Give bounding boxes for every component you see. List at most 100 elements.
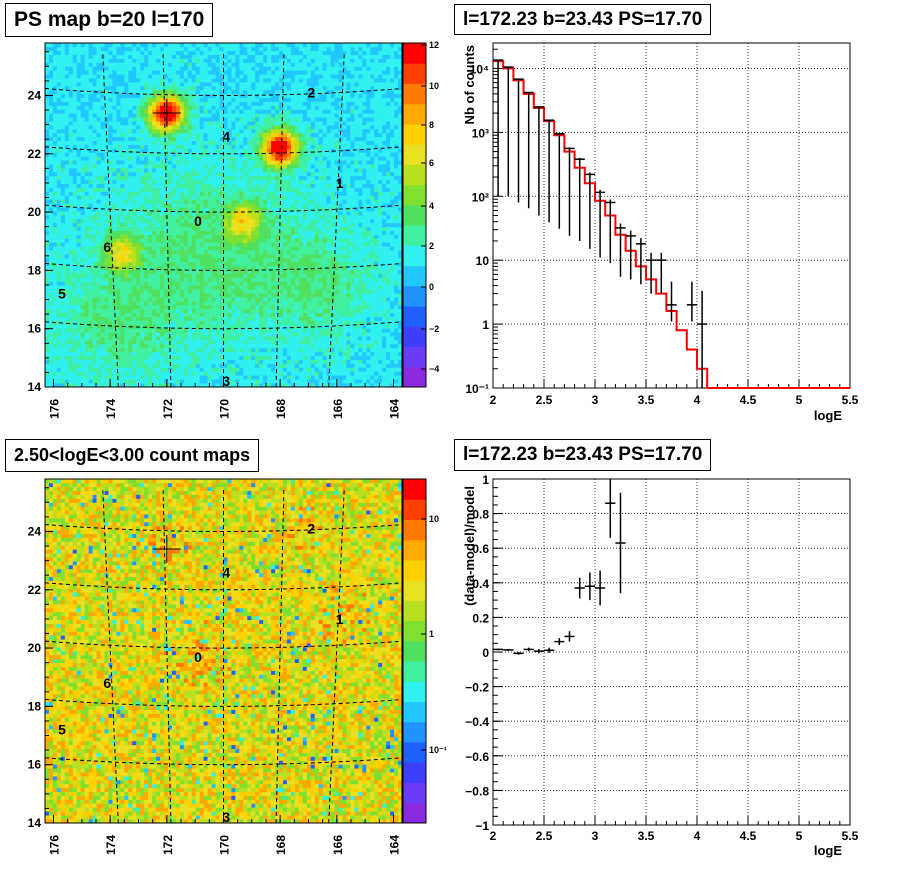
spectrum-x-tick: 2 — [490, 393, 497, 407]
count_map-pixels — [45, 479, 403, 824]
residual-title: l=172.23 b=23.43 PS=17.70 — [454, 439, 712, 471]
count_map-frame — [44, 478, 403, 824]
ps_map-y-tick: 24 — [28, 88, 42, 102]
ps_map-source-label: 0 — [194, 213, 202, 229]
spectrum-y-tick: 10⁴ — [470, 62, 489, 76]
spectrum-data-point — [584, 172, 595, 249]
count_map-source-label: 1 — [336, 611, 344, 627]
spectrum-title: l=172.23 b=23.43 PS=17.70 — [454, 4, 712, 35]
count_map-source-label: 5 — [58, 722, 66, 738]
ps_map-source-label: 6 — [103, 239, 111, 255]
ps_map-x-tick: 174 — [104, 399, 118, 419]
residual-y-tick: 0.8 — [472, 508, 489, 522]
residual-y-tick: −0.6 — [465, 750, 489, 764]
spectrum-data-point — [686, 281, 697, 322]
residual-x-tick: 5.5 — [842, 829, 859, 843]
ps-map-palette-tick: 4 — [429, 201, 434, 211]
count_map-y-tick: 14 — [28, 816, 42, 830]
residual-data-point — [564, 631, 575, 642]
residual-data-point — [503, 648, 514, 651]
spectrum-x-tick: 4.5 — [740, 393, 757, 407]
ps_map-y-tick: 14 — [28, 380, 42, 394]
spectrum-frame — [492, 42, 851, 389]
residual-x-tick: 5 — [796, 829, 803, 843]
ps_map-source-label: 1 — [336, 175, 344, 191]
ps_map-coord-grid — [44, 51, 400, 388]
ps-map-palette-tick: 2 — [429, 241, 434, 251]
spectrum-y-tick: 10⁻¹ — [465, 382, 489, 396]
residual-y-tick: 0.4 — [472, 577, 489, 591]
count_map-source-label: 4 — [222, 564, 230, 580]
spectrum-data-point — [513, 78, 524, 203]
ps_map-y-tick: 18 — [28, 263, 42, 277]
residual-y-tick: −1 — [475, 819, 489, 833]
spectrum-y-tick: 1 — [482, 318, 489, 332]
ps-map-palette-tick: −2 — [429, 324, 439, 334]
residual-data-point — [554, 638, 565, 646]
ps_map-source-label: 3 — [222, 373, 230, 389]
spectrum-y-tick: 10 — [476, 254, 490, 268]
ps_map-x-tick: 176 — [48, 399, 62, 419]
spectrum-data-point — [564, 147, 575, 236]
residual-y-tick: 0 — [482, 646, 489, 660]
residual-x-label: logE — [814, 843, 842, 858]
spectrum-data-point — [523, 91, 534, 209]
residual-data-point — [584, 572, 595, 601]
spectrum-data-point — [595, 189, 606, 258]
ps_map-x-tick: 172 — [161, 399, 175, 419]
ps_map-x-tick: 166 — [331, 399, 345, 419]
residual-x-tick: 2.5 — [536, 829, 553, 843]
count-map-palette-frame — [402, 478, 427, 824]
count-map-palette-tick: 10 — [429, 514, 439, 524]
residual-x-tick: 3.5 — [638, 829, 655, 843]
ps-map-palette-tick: 0 — [429, 282, 434, 292]
residual-data-point — [513, 652, 524, 655]
residual-y-tick: 0.2 — [472, 611, 489, 625]
spectrum-plot: 2 2.5 3 3.5 4 4.5 5 5.5 10⁻¹ 1 10 10² 10³ 10⁴ logE Nb o… — [462, 42, 859, 423]
count_map-source-label: 2 — [307, 521, 315, 537]
ps_map-y-tick: 22 — [28, 147, 42, 161]
spectrum-x-tick: 3 — [592, 393, 599, 407]
residual-grid — [493, 479, 850, 825]
ps-map-palette-tick: 10 — [429, 81, 439, 91]
spectrum-data-point — [635, 238, 646, 285]
spectrum-data-point — [646, 252, 657, 294]
count_map-x-tick: 172 — [161, 835, 175, 855]
residual-plot: 2 2.5 3 3.5 4 4.5 5 5.5 1 0.8 0.6 0.4 0.2 0 −0.2 −0.4 −0… — [462, 473, 859, 858]
count_map-y-tick: 20 — [28, 641, 42, 655]
residual-frame — [492, 478, 851, 826]
ps-map-palette-tick: 6 — [429, 158, 434, 168]
residual-data-point — [493, 648, 504, 651]
spectrum-data-point — [554, 132, 565, 229]
spectrum-model-line — [492, 60, 850, 389]
count-map-palette-tick: 10⁻¹ — [429, 745, 447, 755]
count_map-x-tick: 170 — [218, 835, 232, 855]
ps_map-source-label: 2 — [307, 85, 315, 101]
residual-x-tick: 2 — [490, 829, 497, 843]
residual-y-tick: 0.6 — [472, 542, 489, 556]
spectrum-data-point — [544, 119, 555, 223]
ps-map-heatmap: 176 174 172 170 168 166 1642422201816140123456… — [28, 40, 440, 419]
spectrum-data-point — [493, 59, 504, 197]
count_map-x-tick: 164 — [388, 835, 402, 855]
residual-data-point — [523, 647, 534, 652]
count_map-x-tick: 168 — [274, 835, 288, 855]
residual-data-point — [533, 649, 544, 654]
ps_map-x-tick: 170 — [218, 399, 232, 419]
count_map-y-tick: 22 — [28, 583, 42, 597]
count_map-y-tick: 16 — [28, 758, 42, 772]
count-map-panel: 2.50<logE<3.00 count maps 176 174 172 170 16… — [0, 436, 449, 871]
residual-x-tick: 4.5 — [740, 829, 757, 843]
residual-y-tick: −0.4 — [465, 715, 489, 729]
count_map-x-tick: 176 — [48, 835, 62, 855]
ps-map-palette-tick: 8 — [429, 120, 434, 130]
spectrum-x-tick: 5 — [796, 393, 803, 407]
ps-map-title: PS map b=20 l=170 — [5, 3, 214, 37]
spectrum-y-tick: 10² — [472, 190, 489, 204]
spectrum-x-tick: 5.5 — [842, 393, 859, 407]
spectrum-data-point — [503, 66, 514, 197]
residual-data-point — [544, 647, 555, 653]
count-map-title: 2.50<logE<3.00 count maps — [5, 439, 260, 472]
spectrum-grid — [493, 43, 850, 388]
count_map-y-tick: 18 — [28, 699, 42, 713]
